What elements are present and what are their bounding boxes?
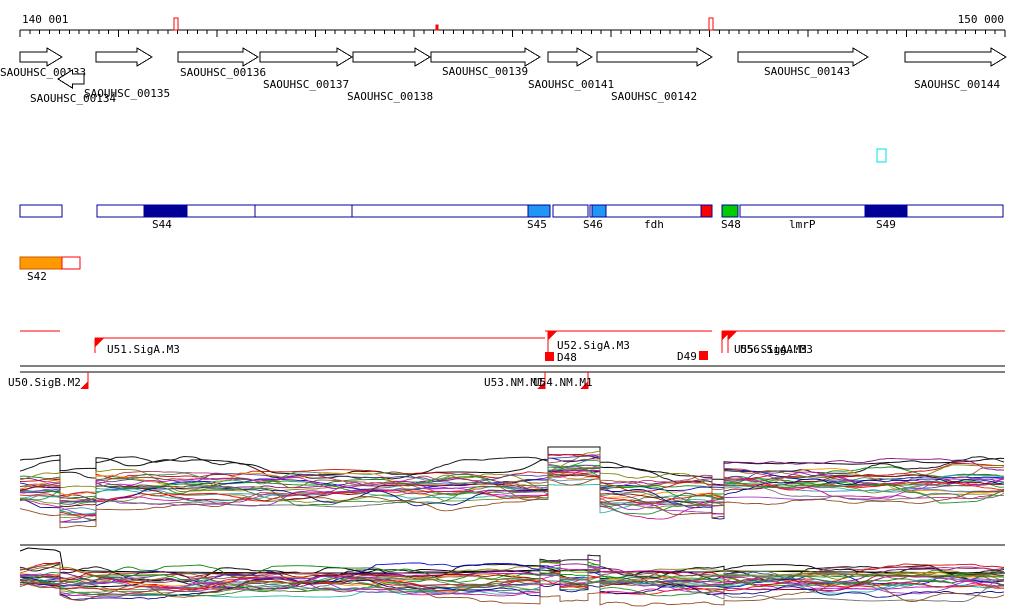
expression-trace — [19, 446, 1005, 480]
gene-arrow[interactable] — [19, 47, 63, 67]
gene-arrow[interactable] — [57, 69, 85, 89]
expression-profile-panels — [19, 446, 1006, 607]
promoter-flag-icon[interactable] — [95, 338, 104, 347]
gene-annotation-track: SAOUHSC_00133SAOUHSC_00134SAOUHSC_00135S… — [0, 47, 1007, 105]
gene-arrow[interactable] — [95, 47, 153, 67]
promoter-label: U54.NM.M1 — [533, 376, 593, 389]
gene-arrow[interactable] — [430, 47, 541, 67]
expression-trace — [19, 572, 1005, 595]
gene-arrow[interactable] — [177, 47, 259, 67]
transcription-segment-track: S44 S45 S46 fdh S48 lmrP S49 — [19, 204, 1004, 231]
segment-fill — [700, 204, 713, 218]
gene-arrow[interactable] — [259, 47, 353, 67]
promoter-label: U56.SigA.M3 — [740, 343, 813, 356]
gene-arrow[interactable] — [352, 47, 431, 67]
segment-label: lmrP — [789, 218, 816, 231]
gene-label: SAOUHSC_00144 — [914, 78, 1000, 91]
envelope-trace — [19, 547, 1006, 574]
segment-label: S46 — [583, 218, 603, 231]
promoter-label: U50.SigB.M2 — [8, 376, 81, 389]
cyan-cursor-marker — [876, 148, 887, 163]
expression-trace — [19, 453, 1005, 499]
expression-trace — [20, 578, 1005, 601]
expression-trace — [19, 468, 1005, 501]
ruler-end-label: 150 000 — [958, 13, 1004, 26]
terminator-icon[interactable] — [699, 351, 708, 360]
gene-label: SAOUHSC_00139 — [442, 65, 528, 78]
terminator-label: D48 — [557, 351, 577, 364]
segment-label: S45 — [527, 218, 547, 231]
gene-label: SAOUHSC_00138 — [347, 90, 433, 103]
gene-label: SAOUHSC_00135 — [84, 87, 170, 100]
expression-trace — [19, 569, 1004, 603]
segment-box[interactable] — [552, 204, 589, 218]
cursor-marker-layer — [876, 148, 887, 163]
promoter-label: U53.NM.M1 — [484, 376, 544, 389]
segment-label: S48 — [721, 218, 741, 231]
segment-label: S44 — [152, 218, 172, 231]
promoter-label: U52.SigA.M3 — [557, 339, 630, 352]
expression-trace — [19, 471, 1005, 508]
expression-trace — [19, 572, 1005, 597]
gene-label: SAOUHSC_00142 — [611, 90, 697, 103]
gene-label: SAOUHSC_00134 — [30, 92, 116, 105]
expression-panel-lower — [19, 544, 1006, 607]
gene-arrow[interactable] — [596, 47, 713, 67]
segment-fill — [143, 204, 188, 218]
segment-label: fdh — [644, 218, 664, 231]
promoter-flag-icon[interactable] — [580, 381, 588, 389]
segment-fill — [864, 204, 908, 218]
ruler-red-marker — [173, 17, 179, 31]
expression-trace — [19, 470, 1005, 523]
segment-label: S49 — [876, 218, 896, 231]
coordinate-ruler: 140 001 150 000 — [19, 13, 1006, 37]
transcription-signal-track: U51.SigA.M3 U52.SigA.M3 U55.SigA.M3U56.Sig… — [8, 330, 1005, 389]
gene-arrow[interactable] — [737, 47, 869, 67]
segment-fill — [721, 204, 739, 218]
expression-trace — [19, 566, 1004, 592]
s42-orange-box[interactable] — [19, 256, 63, 270]
gene-label: SAOUHSC_00141 — [528, 78, 614, 91]
expression-panel-upper — [19, 446, 1005, 529]
s42-segment-track: S42 — [19, 256, 81, 283]
gene-label: SAOUHSC_00136 — [180, 66, 266, 79]
expression-trace — [19, 458, 1005, 501]
expression-trace — [19, 450, 1005, 498]
segment-fill — [527, 204, 551, 218]
ruler-start-label: 140 001 — [22, 13, 68, 26]
terminator-icon[interactable] — [545, 352, 554, 361]
expression-trace — [19, 472, 1005, 517]
expression-trace — [19, 473, 1005, 522]
expression-trace — [19, 580, 1005, 607]
terminator-label: D49 — [677, 350, 697, 363]
ruler-red-marker — [708, 17, 714, 31]
s42-label: S42 — [27, 270, 47, 283]
promoter-flag-icon[interactable] — [537, 381, 545, 389]
gene-arrow[interactable] — [904, 47, 1007, 67]
expression-trace — [19, 564, 1005, 591]
gene-label: SAOUHSC_00143 — [764, 65, 850, 78]
promoter-flag-icon[interactable] — [728, 331, 737, 340]
segment-fill — [591, 204, 607, 218]
s42-red-box[interactable] — [61, 256, 81, 270]
promoter-flag-icon[interactable] — [548, 331, 557, 340]
expression-trace — [19, 575, 1005, 597]
promoter-flag-icon[interactable] — [80, 381, 88, 389]
expression-trace — [19, 466, 1005, 515]
promoter-label: U55.SigA.M3 — [734, 343, 807, 356]
expression-trace — [19, 446, 1005, 486]
expression-trace — [19, 561, 1005, 585]
ruler-red-marker — [435, 24, 439, 31]
segment-box[interactable] — [19, 204, 63, 218]
expression-trace — [19, 478, 1005, 529]
segment-box[interactable] — [589, 204, 713, 218]
gene-label: SAOUHSC_00137 — [263, 78, 349, 91]
gene-arrow[interactable] — [547, 47, 593, 67]
promoter-label: U51.SigA.M3 — [107, 343, 180, 356]
